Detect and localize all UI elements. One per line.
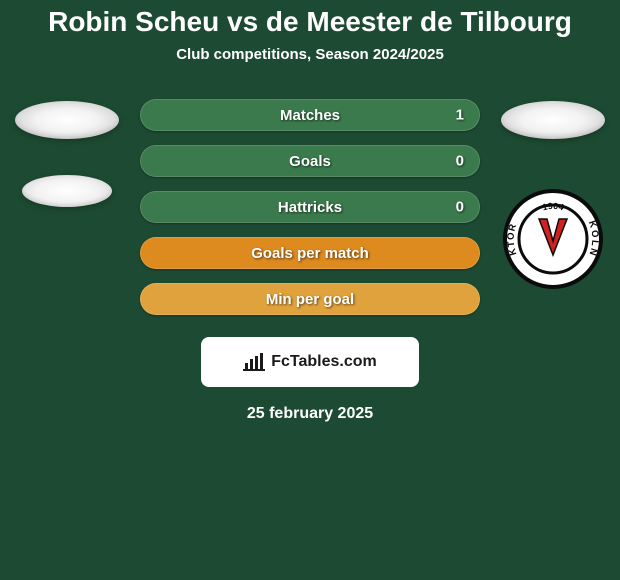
right-club-badge: 1904 VIKTORIA KÖLN (503, 189, 603, 289)
bar-label: Goals (289, 153, 331, 170)
right-player-col: 1904 VIKTORIA KÖLN (498, 99, 608, 289)
stats-area: Matches 1 Goals 0 Hattricks 0 Goals per … (0, 99, 620, 315)
bar-value: 0 (456, 199, 464, 216)
title-text: Robin Scheu vs de Meester de Tilbourg (48, 6, 572, 37)
site-attribution: FcTables.com (201, 337, 419, 387)
subtitle-text: Club competitions, Season 2024/2025 (176, 46, 444, 63)
bar-label: Min per goal (266, 291, 354, 308)
bar-matches: Matches 1 (140, 99, 480, 131)
site-text: FcTables.com (271, 353, 377, 371)
left-player-avatar (15, 101, 119, 139)
bar-chart-icon (243, 353, 265, 371)
bar-value: 0 (456, 153, 464, 170)
bar-label: Matches (280, 107, 340, 124)
date-text: 25 february 2025 (247, 405, 373, 422)
bar-goals-per-match: Goals per match (140, 237, 480, 269)
date: 25 february 2025 (0, 405, 620, 423)
left-player-club-placeholder (22, 175, 112, 207)
right-player-avatar (501, 101, 605, 139)
bar-value: 1 (456, 107, 464, 124)
stat-bars: Matches 1 Goals 0 Hattricks 0 Goals per … (140, 99, 480, 315)
content: Robin Scheu vs de Meester de Tilbourg Cl… (0, 0, 620, 580)
bar-label: Hattricks (278, 199, 342, 216)
bar-hattricks: Hattricks 0 (140, 191, 480, 223)
viktoria-koln-badge-icon: 1904 VIKTORIA KÖLN (503, 189, 603, 289)
left-player-col (12, 99, 122, 207)
subtitle: Club competitions, Season 2024/2025 (0, 46, 620, 63)
bar-label: Goals per match (251, 245, 369, 262)
bar-min-per-goal: Min per goal (140, 283, 480, 315)
page-title: Robin Scheu vs de Meester de Tilbourg (0, 0, 620, 38)
bar-goals: Goals 0 (140, 145, 480, 177)
